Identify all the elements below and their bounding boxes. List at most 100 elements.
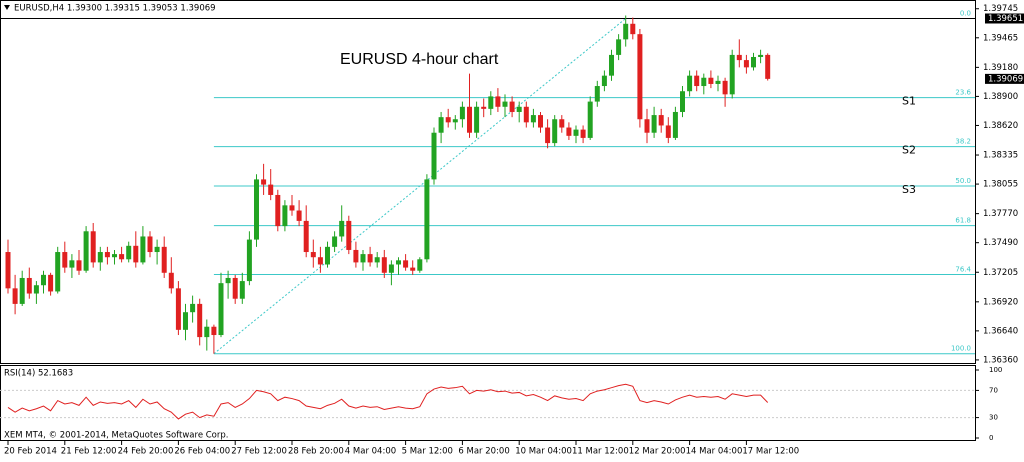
fib-label: 100.0: [951, 345, 971, 353]
y-tick-label: 1.38335: [983, 151, 1018, 161]
candle-body: [680, 91, 685, 112]
candle-body: [69, 260, 75, 268]
candle-body: [147, 236, 153, 253]
x-tick-label: 24 Feb 20:00: [118, 447, 174, 457]
candle-body: [310, 252, 316, 258]
candle-body: [488, 96, 494, 109]
rsi-tick-label: 100: [989, 366, 1002, 374]
candle-body: [722, 80, 728, 95]
x-tick-label: 20 Feb 2014: [4, 447, 57, 457]
footer: XEM MT4, © 2001-2014, MetaQuotes Softwar…: [4, 431, 228, 441]
x-tick-label: 14 Mar 04:00: [686, 447, 743, 457]
candle-body: [126, 245, 132, 260]
fib-label: 76.4: [955, 266, 971, 274]
price-tag: [985, 73, 1024, 84]
candle-body: [97, 252, 103, 263]
candle-body: [715, 80, 721, 84]
candle-body: [62, 252, 68, 268]
rsi-line: [7, 383, 769, 420]
candle-body: [246, 239, 252, 282]
candle-body: [637, 34, 643, 120]
candle-body: [438, 117, 444, 133]
candle-body: [516, 106, 522, 112]
y-tick-label: 1.37770: [983, 209, 1018, 219]
candle-body: [665, 125, 671, 138]
candle-body: [119, 254, 125, 260]
candle-body: [268, 184, 274, 195]
candle-body: [112, 254, 117, 258]
y-tick-label: 1.37205: [983, 268, 1018, 278]
candle-body: [367, 254, 373, 263]
x-tick-label: 21 Feb 12:00: [61, 447, 117, 457]
rsi-tick-label: 0: [989, 434, 993, 442]
candle-body: [701, 77, 707, 87]
candle-body: [41, 274, 46, 286]
candle-body: [154, 246, 160, 253]
candle-body: [332, 236, 338, 247]
candle-body: [339, 220, 345, 237]
candle-body: [509, 101, 515, 112]
candle-body: [630, 23, 636, 35]
candle-body: [218, 283, 224, 336]
candle-body: [644, 119, 650, 133]
y-tick-label: 1.38900: [983, 92, 1018, 102]
support-label: S3: [902, 183, 916, 196]
x-tick-label: 28 Feb 20:00: [288, 447, 344, 457]
candle-body: [204, 326, 210, 338]
annotation: EURUSD 4-hour chart: [340, 51, 499, 68]
candle-body: [417, 259, 423, 271]
candle-body: [530, 115, 536, 123]
candle-body: [5, 252, 11, 289]
candle-body: [289, 205, 295, 211]
y-tick-label: 1.38620: [983, 121, 1018, 131]
candle-body: [190, 303, 196, 313]
candle-body: [225, 277, 231, 284]
candle-body: [275, 194, 281, 227]
candle-body: [658, 115, 664, 126]
candle-body: [282, 205, 288, 227]
support-label: S1: [902, 95, 916, 108]
support-label: S2: [902, 144, 916, 157]
x-tick-label: 17 Mar 12:00: [742, 447, 799, 457]
price-tag-label: 1.39069: [988, 74, 1023, 84]
candle-body: [55, 252, 61, 292]
candle-body: [474, 106, 480, 133]
fib-trendline: [213, 18, 627, 355]
candle-body: [76, 260, 82, 271]
candle-body: [346, 220, 352, 250]
x-tick-label: 6 Mar 20:00: [458, 447, 509, 457]
candle-body: [303, 220, 309, 253]
candle-body: [601, 75, 607, 87]
candle-body: [353, 249, 359, 263]
candle-body: [232, 277, 238, 299]
candle-body: [161, 246, 167, 273]
candle-body: [651, 115, 657, 133]
candle-body: [538, 115, 543, 128]
x-tick-label: 27 Feb 12:00: [231, 447, 287, 457]
candle-body: [197, 303, 203, 338]
y-tick-label: 1.39465: [983, 33, 1018, 43]
candle-body: [445, 117, 451, 123]
candle-body: [743, 60, 749, 68]
candle-body: [254, 179, 259, 240]
rsi-label: RSI(14) 52.1683: [4, 369, 73, 379]
x-tick-label: 26 Feb 04:00: [174, 447, 230, 457]
fib-label: 61.8: [955, 217, 971, 225]
candle-body: [566, 127, 572, 136]
candle-body: [133, 245, 139, 263]
candle-body: [26, 277, 32, 294]
candle-body: [388, 264, 394, 273]
candle-body: [765, 54, 771, 79]
candle-body: [381, 257, 387, 273]
candle-body: [410, 267, 416, 271]
candle-body: [467, 106, 472, 133]
y-tick-label: 1.37490: [983, 238, 1018, 248]
candle-body: [751, 56, 756, 68]
candle-body: [616, 39, 622, 55]
candle-body: [296, 210, 302, 221]
candle-body: [33, 285, 39, 294]
candle-body: [317, 257, 323, 265]
rsi-panel-frame: [0, 365, 976, 441]
